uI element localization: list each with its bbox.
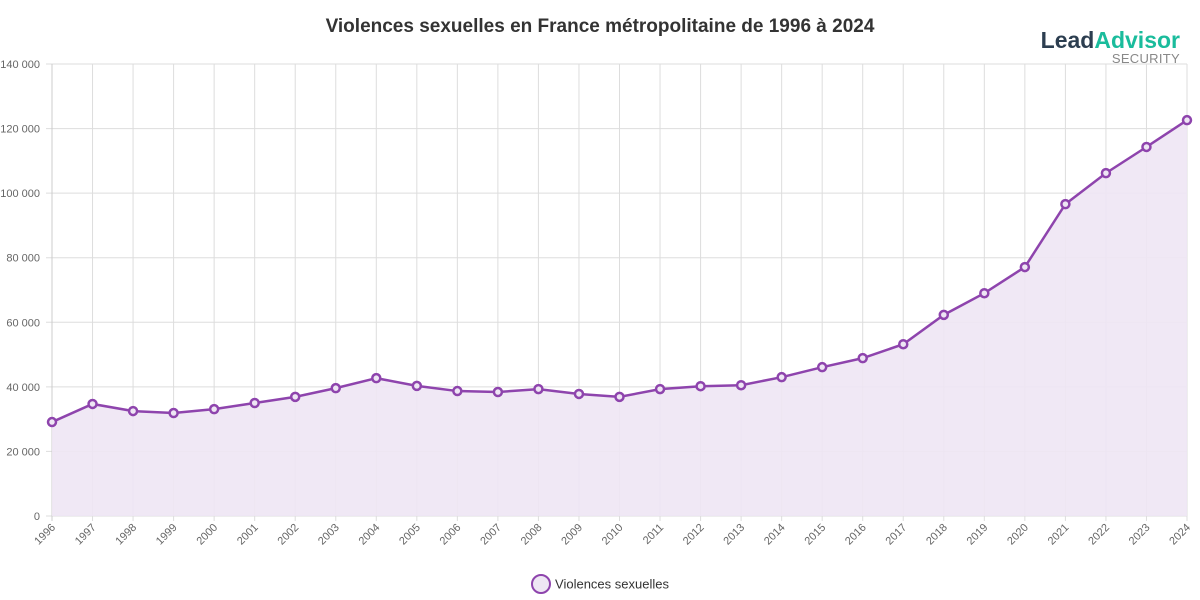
data-point	[452, 385, 463, 397]
x-tick-label: 2013	[721, 522, 747, 548]
legend[interactable]: Violences sexuelles	[0, 574, 1200, 594]
data-point	[695, 380, 706, 392]
legend-label: Violences sexuelles	[555, 576, 669, 592]
series-area	[52, 120, 1187, 517]
data-point	[573, 388, 585, 400]
y-tick-label: 100 000	[0, 188, 40, 200]
logo-lead: Lead	[1040, 27, 1095, 53]
data-point	[1100, 167, 1112, 179]
y-tick-label: 60 000	[6, 317, 40, 329]
x-tick-label: 2019	[965, 522, 991, 548]
x-tick-label: 2004	[357, 522, 383, 548]
data-point	[533, 383, 544, 395]
x-tick-label: 2010	[600, 522, 626, 548]
data-point	[614, 391, 625, 403]
data-point	[1019, 261, 1031, 273]
x-tick-label: 1999	[154, 522, 180, 548]
data-point	[46, 416, 58, 428]
x-tick-label: 2017	[884, 522, 910, 548]
y-tick-label: 80 000	[6, 253, 40, 265]
logo-advisor: Advisor	[1094, 27, 1180, 53]
x-tick-label: 2009	[559, 522, 585, 548]
y-tick-label: 0	[34, 511, 40, 523]
x-tick-label: 2012	[681, 522, 707, 548]
x-tick-label: 2014	[762, 522, 788, 548]
x-tick-label: 1998	[113, 522, 139, 548]
data-point	[1060, 198, 1071, 210]
data-point	[168, 407, 179, 419]
x-tick-label: 2006	[438, 522, 464, 548]
data-point	[776, 371, 787, 383]
data-point	[735, 379, 747, 391]
x-tick-label: 2022	[1086, 522, 1112, 548]
y-tick-label: 140 000	[0, 59, 40, 71]
y-tick-label: 120 000	[0, 124, 40, 136]
x-tick-label: 2007	[478, 522, 504, 548]
x-tick-label: 2011	[641, 522, 666, 547]
x-tick-label: 2021	[1046, 522, 1072, 548]
x-tick-label: 2002	[276, 522, 302, 548]
data-point	[938, 309, 950, 321]
data-point	[1181, 114, 1193, 126]
data-point	[654, 383, 666, 395]
data-point	[411, 380, 423, 392]
y-tick-label: 40 000	[6, 382, 40, 394]
data-point	[208, 403, 220, 415]
data-point	[330, 382, 341, 394]
x-tick-label: 2001	[235, 522, 261, 548]
x-tick-label: 2023	[1127, 522, 1153, 548]
data-point	[289, 391, 301, 403]
x-tick-label: 2000	[194, 522, 220, 548]
x-tick-label: 2008	[519, 522, 545, 548]
x-tick-label: 2016	[843, 522, 869, 548]
x-tick-label: 2005	[397, 522, 423, 548]
data-point	[127, 405, 139, 417]
data-point	[249, 397, 260, 409]
data-point	[87, 398, 98, 410]
chart-title: Violences sexuelles en France métropolit…	[325, 16, 875, 37]
y-tick-label: 20 000	[6, 446, 40, 458]
x-tick-label: 2003	[316, 522, 342, 548]
logo-security: SECURITY	[1111, 51, 1180, 66]
x-tick-label: 2020	[1005, 522, 1031, 548]
data-point	[857, 352, 868, 364]
x-tick-label: 1996	[32, 522, 58, 548]
x-tick-label: 2024	[1167, 522, 1193, 548]
data-point	[1141, 141, 1152, 153]
x-tick-label: 1997	[73, 522, 99, 548]
data-point	[979, 287, 990, 299]
x-tick-label: 2018	[924, 522, 950, 548]
legend-swatch	[531, 574, 552, 594]
data-point	[816, 361, 828, 373]
leadadvisor-logo: LeadAdvisor SECURITY	[1041, 28, 1180, 65]
x-tick-label: 2015	[803, 522, 829, 548]
data-point	[492, 386, 504, 398]
data-point	[898, 338, 909, 350]
data-point	[371, 372, 382, 384]
